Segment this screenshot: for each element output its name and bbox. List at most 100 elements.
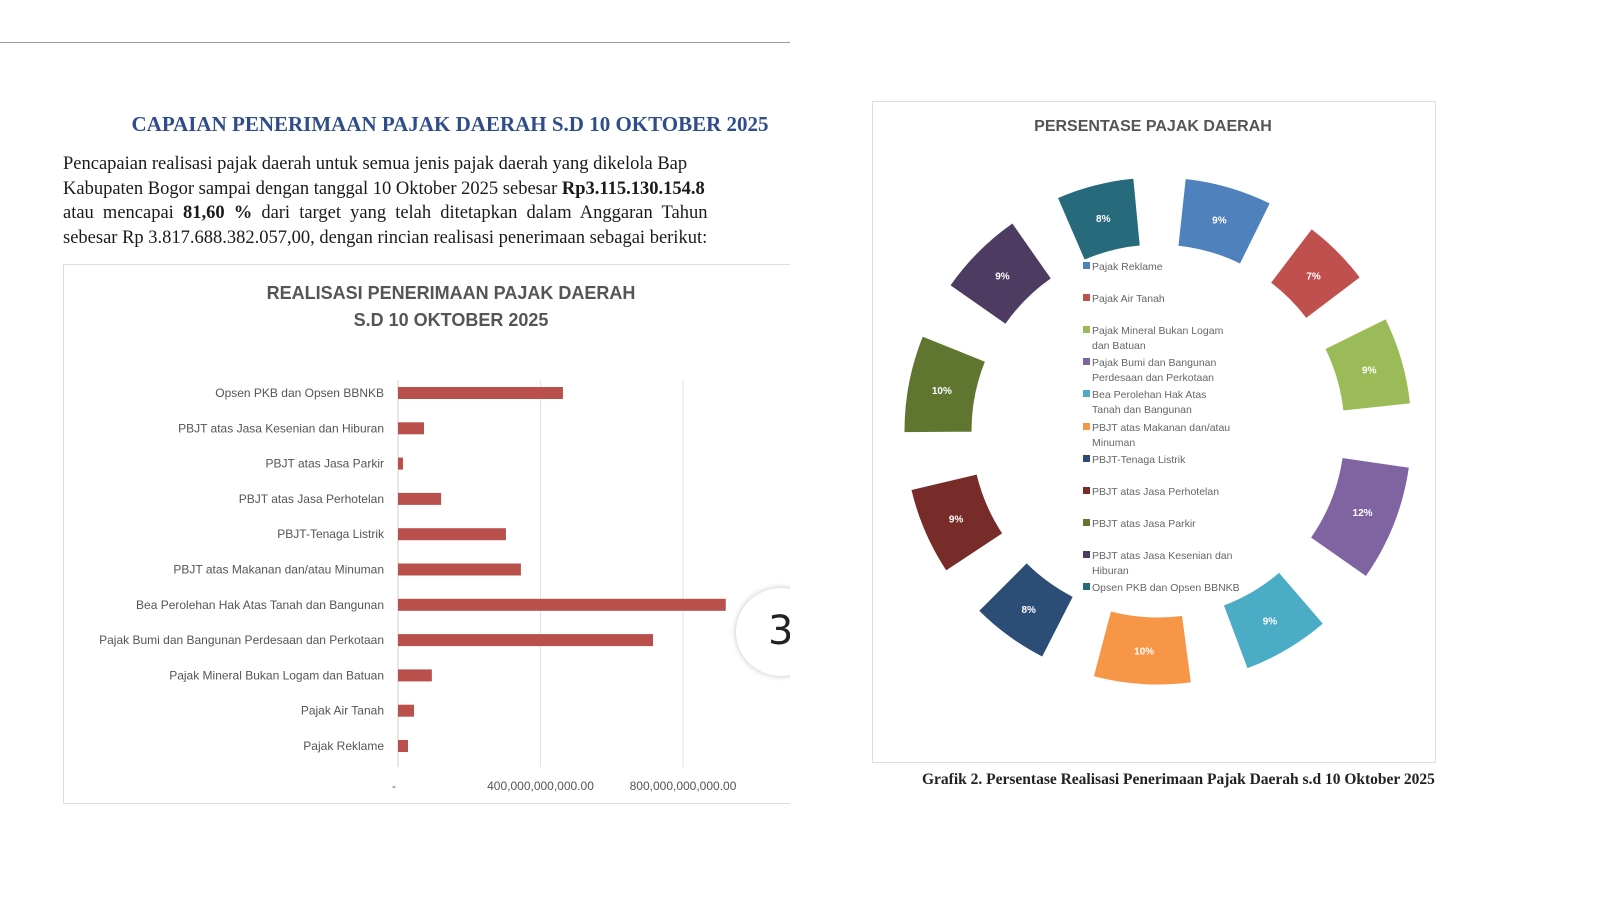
paragraph-line: atau mencapai 81,60 % dari target yang t… xyxy=(63,201,707,226)
bar xyxy=(398,528,506,541)
legend-swatch xyxy=(1083,487,1090,494)
bar xyxy=(398,634,654,647)
bar xyxy=(398,563,521,576)
bar xyxy=(398,422,425,435)
paragraph-line: Kabupaten Bogor sampai dengan tanggal 10… xyxy=(63,177,707,202)
bar-chart-subtitle: S.D 10 OKTOBER 2025 xyxy=(354,310,549,330)
legend-swatch xyxy=(1083,262,1090,269)
bar-chart-frame: REALISASI PENERIMAAN PAJAK DAERAH S.D 10… xyxy=(63,264,790,804)
legend-swatch xyxy=(1083,358,1090,365)
legend-swatch xyxy=(1083,294,1090,301)
bar xyxy=(398,598,726,611)
pie-slice xyxy=(903,335,987,434)
pie-chart-frame: PERSENTASE PAJAK DAERAH 9% 7% 9% 12% 9% 10% 8%… xyxy=(872,101,1436,763)
pie-slice xyxy=(1222,571,1325,670)
x-tick-label: 800,000,000,000.00 xyxy=(630,779,737,793)
pie-slice xyxy=(1056,177,1141,261)
y-category-label: Bea Perolehan Hak Atas Tanah dan Banguna… xyxy=(136,598,384,612)
legend-swatch xyxy=(1083,551,1090,558)
pie-slice xyxy=(977,561,1075,658)
x-tick-label: 400,000,000,000.00 xyxy=(487,779,594,793)
paragraph-line: sebesar Rp 3.817.688.382.057,00, dengan … xyxy=(63,226,707,251)
legend-swatch xyxy=(1083,455,1090,462)
bar-chart-title: REALISASI PENERIMAAN PAJAK DAERAH xyxy=(267,283,636,303)
figure-caption: Grafik 2. Persentase Realisasi Penerimaa… xyxy=(922,771,1435,788)
pie-slice xyxy=(1324,318,1412,412)
legend-label: PBJT atas Makanan dan/atau Minuman xyxy=(1092,422,1230,449)
bar xyxy=(398,492,442,505)
realization-amount: Rp3.115.130.154.8 xyxy=(561,178,705,199)
legend-item: PBJT atas Jasa Kesenian dan Hiburan xyxy=(1083,550,1233,577)
bar xyxy=(398,457,403,470)
x-tick-label: - xyxy=(392,779,396,793)
pie-slice xyxy=(1092,610,1192,686)
legend-label: Pajak Bumi dan Bangunan Perdesaan dan Per… xyxy=(1092,357,1216,384)
text: Kabupaten Bogor sampai dengan tanggal 10… xyxy=(63,178,562,199)
slice-data-label: 9% xyxy=(949,514,964,525)
slice-data-label: 9% xyxy=(1263,616,1278,627)
legend-label: Pajak Reklame xyxy=(1092,261,1163,273)
bar xyxy=(398,740,408,752)
y-category-label: Pajak Air Tanah xyxy=(301,704,384,718)
legend-item: Bea Perolehan Hak Atas Tanah dan Bangunan xyxy=(1083,389,1206,416)
slice-data-label: 9% xyxy=(1212,216,1227,227)
pie-slice xyxy=(1269,227,1362,320)
pie-chart: PERSENTASE PAJAK DAERAH 9% 7% 9% 12% 9% 10% 8%… xyxy=(903,118,1412,686)
bar-chart: REALISASI PENERIMAAN PAJAK DAERAH S.D 10… xyxy=(99,283,737,793)
legend-label: Pajak Mineral Bukan Logam dan Batuan xyxy=(1092,325,1224,352)
slice-data-label: 8% xyxy=(1096,214,1111,225)
slice-data-label: 10% xyxy=(1134,647,1154,658)
intro-paragraph: Pencapaian realisasi pajak daerah untuk … xyxy=(63,152,707,250)
legend-label: PBJT-Tenaga Listrik xyxy=(1092,454,1186,466)
legend-item: PBJT atas Jasa Parkir xyxy=(1083,518,1196,530)
pie-slice xyxy=(1177,177,1271,265)
y-category-label: Pajak Bumi dan Bangunan Perdesaan dan Pe… xyxy=(99,633,384,647)
legend-label: Pajak Air Tanah xyxy=(1092,293,1165,305)
legend-item: Pajak Air Tanah xyxy=(1083,293,1165,305)
slice-data-label: 10% xyxy=(932,386,952,397)
pie-slice xyxy=(949,222,1053,326)
slice-data-label: 9% xyxy=(995,271,1010,282)
legend-label: Opsen PKB dan Opsen BBNKB xyxy=(1092,582,1240,594)
document-title: CAPAIAN PENERIMAAN PAJAK DAERAH S.D 10 O… xyxy=(131,112,769,136)
legend-item: Pajak Reklame xyxy=(1083,261,1163,273)
legend-label: PBJT atas Jasa Parkir xyxy=(1092,518,1196,530)
y-category-label: Pajak Reklame xyxy=(303,739,384,753)
legend-item: Pajak Mineral Bukan Logam dan Batuan xyxy=(1083,325,1224,352)
legend-label: PBJT atas Jasa Perhotelan xyxy=(1092,486,1219,498)
legend-item: PBJT-Tenaga Listrik xyxy=(1083,454,1186,466)
legend-swatch xyxy=(1083,390,1090,397)
legend-swatch xyxy=(1083,326,1090,333)
legend-label: Bea Perolehan Hak Atas Tanah dan Bangunan xyxy=(1092,389,1206,416)
pie-chart-title: PERSENTASE PAJAK DAERAH xyxy=(1034,118,1272,135)
paragraph-line: Pencapaian realisasi pajak daerah untuk … xyxy=(63,152,707,177)
slice-data-label: 9% xyxy=(1362,366,1377,377)
y-category-label: PBJT atas Jasa Kesenian dan Hiburan xyxy=(178,421,384,435)
y-category-label: Opsen PKB dan Opsen BBNKB xyxy=(215,386,384,400)
y-category-label: PBJT atas Jasa Perhotelan xyxy=(239,492,384,506)
legend-swatch xyxy=(1083,583,1090,590)
achievement-percent: 81,60 % xyxy=(182,203,253,223)
top-divider xyxy=(0,42,790,43)
legend-item: Opsen PKB dan Opsen BBNKB xyxy=(1083,582,1240,594)
legend-item: PBJT atas Jasa Perhotelan xyxy=(1083,486,1219,498)
bar xyxy=(398,704,415,717)
legend-label: PBJT atas Jasa Kesenian dan Hiburan xyxy=(1092,550,1233,577)
legend-swatch xyxy=(1083,423,1090,430)
bar xyxy=(398,387,563,399)
text: dari target yang telah ditetapkan dalam … xyxy=(252,203,708,223)
page-number: 3 xyxy=(768,608,790,654)
slice-data-label: 7% xyxy=(1306,271,1321,282)
text: atau mencapai xyxy=(63,203,183,223)
slice-data-label: 12% xyxy=(1353,508,1373,519)
legend-swatch xyxy=(1083,519,1090,526)
y-category-label: PBJT-Tenaga Listrik xyxy=(277,527,385,541)
slice-data-label: 8% xyxy=(1021,605,1036,616)
pie-slice xyxy=(1309,456,1410,578)
text: Pencapaian realisasi pajak daerah untuk … xyxy=(63,154,688,174)
y-category-label: PBJT atas Jasa Parkir xyxy=(266,457,385,471)
y-category-label: Pajak Mineral Bukan Logam dan Batuan xyxy=(169,668,384,682)
legend-item: Pajak Bumi dan Bangunan Perdesaan dan Per… xyxy=(1083,357,1216,384)
legend-item: PBJT atas Makanan dan/atau Minuman xyxy=(1083,422,1230,449)
bar xyxy=(398,669,432,682)
